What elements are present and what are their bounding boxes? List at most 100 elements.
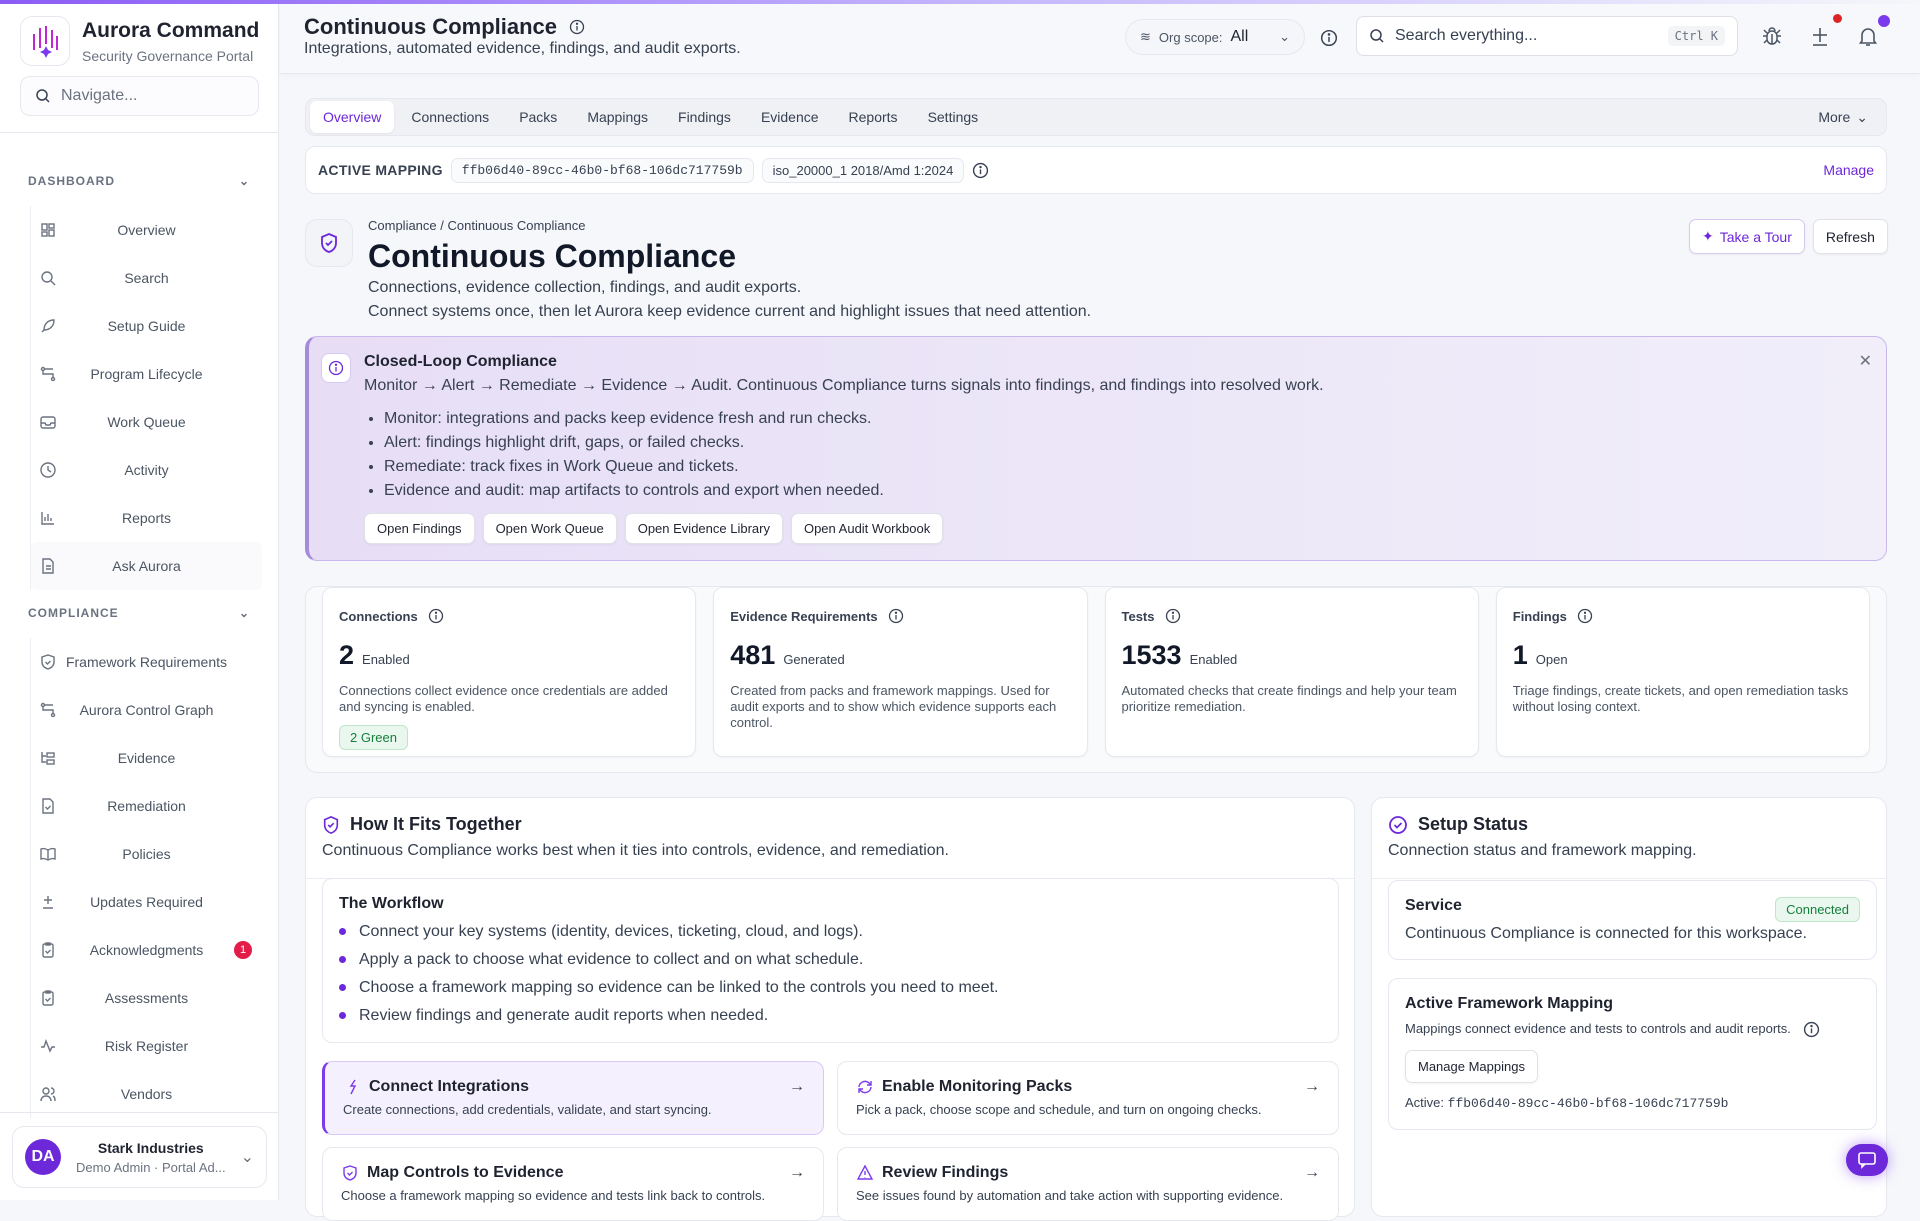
sidebar-item-label: Framework Requirements <box>65 654 228 670</box>
quick-card-map-controls-to-evidence[interactable]: Map Controls to Evidence Choose a framewo… <box>322 1147 824 1221</box>
info-icon[interactable] <box>1803 1021 1820 1038</box>
tab-settings[interactable]: Settings <box>927 109 979 125</box>
avatar: DA <box>25 1139 61 1175</box>
user-menu[interactable]: DA Stark Industries Demo Admin · Portal A… <box>12 1126 267 1188</box>
tab-evidence[interactable]: Evidence <box>760 109 819 125</box>
sidebar-item-search[interactable]: Search <box>31 254 262 302</box>
sidebar-item-acknowledgments[interactable]: Acknowledgments 1 <box>31 926 262 974</box>
refresh-button[interactable]: Refresh <box>1812 219 1888 254</box>
tab-reports[interactable]: Reports <box>848 109 898 125</box>
sidebar-item-label: Risk Register <box>104 1038 189 1054</box>
grid-icon <box>39 221 57 239</box>
section-compliance[interactable]: COMPLIANCE ⌄ <box>28 606 250 620</box>
close-icon[interactable]: ✕ <box>1858 353 1872 370</box>
shield-check-icon <box>322 815 340 835</box>
bug-icon[interactable] <box>1760 24 1786 50</box>
workflow-icon <box>39 701 57 719</box>
search-icon <box>39 269 57 287</box>
callout-title: Closed-Loop Compliance <box>364 353 557 370</box>
info-icon[interactable] <box>428 608 444 624</box>
sidebar-item-assessments[interactable]: Assessments <box>31 974 262 1022</box>
callout-bullet: Monitor: integrations and packs keep evi… <box>384 407 884 431</box>
shortcut-hint: Ctrl K <box>1667 26 1725 46</box>
global-search-input[interactable]: Search everything... Ctrl K <box>1356 16 1738 56</box>
org-scope-select[interactable]: ≋ Org scope: All ⌄ <box>1125 19 1305 55</box>
card-title: Map Controls to Evidence <box>367 1164 564 1181</box>
brand-name: Aurora Command <box>82 18 260 42</box>
divider <box>0 1112 279 1113</box>
file-check-icon <box>39 797 57 815</box>
take-tour-label: Take a Tour <box>1719 228 1792 245</box>
active-mapping-label: ACTIVE MAPPING <box>318 162 443 178</box>
open-audit-workbook-button[interactable]: Open Audit Workbook <box>790 513 944 544</box>
sidebar-item-activity[interactable]: Activity <box>31 446 262 494</box>
quick-card-review-findings[interactable]: Review Findings See issues found by autom… <box>837 1147 1339 1221</box>
chat-button[interactable] <box>1846 1144 1888 1176</box>
tab-connections[interactable]: Connections <box>411 109 490 125</box>
stat-title: Connections <box>339 608 418 624</box>
how-it-fits-panel: How It Fits Together Continuous Complian… <box>305 797 1355 1221</box>
sidebar-item-framework-requirements[interactable]: Framework Requirements <box>31 638 262 686</box>
callout-actions: Open Findings Open Work Queue Open Evidenc… <box>364 513 944 544</box>
more-tabs-button[interactable]: More ⌄ <box>1818 109 1868 126</box>
clock-icon <box>39 461 57 479</box>
section-label: COMPLIANCE <box>28 606 119 620</box>
bell-icon[interactable] <box>1856 24 1882 50</box>
open-work-queue-button[interactable]: Open Work Queue <box>482 513 617 544</box>
info-icon[interactable] <box>1577 608 1593 624</box>
sidebar-item-risk-register[interactable]: Risk Register <box>31 1022 262 1070</box>
info-icon[interactable] <box>569 19 585 35</box>
header-title: Continuous Compliance <box>304 14 557 39</box>
sidebar: Aurora Command Security Governance Portal… <box>0 4 279 1200</box>
chevron-down-icon: ⌄ <box>238 174 250 188</box>
sidebar-item-label: Activity <box>124 462 169 478</box>
closed-loop-callout: Closed-Loop Compliance Monitor → Alert →… <box>305 336 1887 561</box>
sidebar-item-work-queue[interactable]: Work Queue <box>31 398 262 446</box>
card-description: Create connections, add credentials, val… <box>343 1102 712 1117</box>
manage-mappings-button[interactable]: Manage Mappings <box>1405 1050 1538 1083</box>
page-description: Connections, evidence collection, findin… <box>368 279 802 296</box>
sidebar-item-overview[interactable]: Overview <box>31 206 262 254</box>
sidebar-item-reports[interactable]: Reports <box>31 494 262 542</box>
user-role: Demo Admin · Portal Ad... <box>76 1159 226 1175</box>
info-icon[interactable] <box>972 162 989 179</box>
navigate-placeholder: Navigate... <box>61 87 138 104</box>
info-icon[interactable] <box>1320 29 1338 47</box>
sidebar-item-remediation[interactable]: Remediation <box>31 782 262 830</box>
manage-mapping-link[interactable]: Manage <box>1823 162 1874 178</box>
tab-mappings[interactable]: Mappings <box>587 109 649 125</box>
open-evidence-library-button[interactable]: Open Evidence Library <box>624 513 783 544</box>
sidebar-item-evidence[interactable]: Evidence <box>31 734 262 782</box>
tab-packs[interactable]: Packs <box>519 109 558 125</box>
sidebar-item-ask-aurora[interactable]: Ask Aurora <box>31 542 262 590</box>
sidebar-item-label: Work Queue <box>107 414 186 430</box>
tab-findings[interactable]: Findings <box>678 109 731 125</box>
open-findings-button[interactable]: Open Findings <box>364 513 475 544</box>
sidebar-item-policies[interactable]: Policies <box>31 830 262 878</box>
quick-card-enable-monitoring-packs[interactable]: Enable Monitoring Packs Pick a pack, choo… <box>837 1061 1339 1135</box>
section-label: DASHBOARD <box>28 174 115 188</box>
quick-card-connect-integrations[interactable]: Connect Integrations Create connections, … <box>322 1061 824 1135</box>
logo <box>20 16 70 66</box>
sidebar-item-program-lifecycle[interactable]: Program Lifecycle <box>31 350 262 398</box>
sidebar-item-updates-required[interactable]: Updates Required <box>31 878 262 926</box>
info-icon[interactable] <box>1165 608 1181 624</box>
navigate-input[interactable]: Navigate... <box>20 76 259 116</box>
arrow-right-icon: → <box>1304 1078 1320 1095</box>
more-label: More <box>1818 109 1851 125</box>
take-tour-button[interactable]: ✦ Take a Tour <box>1689 219 1805 254</box>
sidebar-item-label: Ask Aurora <box>112 558 181 574</box>
workflow-box: The Workflow Connect your key systems (i… <box>322 878 1339 1043</box>
page-description-2: Connect systems once, then let Aurora ke… <box>368 303 1092 320</box>
plus-icon[interactable] <box>1808 24 1834 50</box>
sidebar-item-vendors[interactable]: Vendors <box>31 1070 262 1118</box>
sidebar-item-aurora-control-graph[interactable]: Aurora Control Graph <box>31 686 262 734</box>
clipboard-check-icon <box>39 989 57 1007</box>
scope-label: Org scope: <box>1158 29 1223 45</box>
brand[interactable]: Aurora Command Security Governance Portal <box>20 16 259 66</box>
section-dashboard[interactable]: DASHBOARD ⌄ <box>28 174 250 188</box>
sidebar-item-setup-guide[interactable]: Setup Guide <box>31 302 262 350</box>
tab-overview[interactable]: Overview <box>310 101 395 133</box>
org-name: Stark Industries <box>97 1139 204 1156</box>
info-icon[interactable] <box>888 608 904 624</box>
